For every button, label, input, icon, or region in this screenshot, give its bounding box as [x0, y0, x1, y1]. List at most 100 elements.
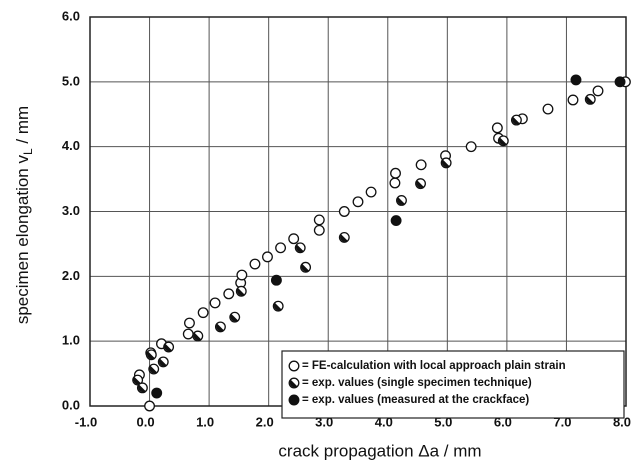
- marker-circle: [184, 317, 195, 329]
- marker-circle: [365, 186, 377, 198]
- y-axis-label-subscript: L: [21, 148, 35, 155]
- x-axis-label: crack propagation Δa / mm: [278, 441, 481, 460]
- marker-half: [416, 180, 424, 188]
- marker-circle: [352, 196, 364, 208]
- marker-open: [542, 103, 554, 115]
- marker-half: [289, 379, 298, 388]
- marker-half: [300, 261, 312, 273]
- marker-circle: [288, 360, 300, 372]
- marker-open: [491, 122, 503, 134]
- marker-half: [498, 137, 507, 146]
- marker-open: [197, 307, 209, 319]
- marker-circle: [390, 215, 402, 227]
- marker-circle: [415, 159, 427, 171]
- y-tick-label: 5.0: [62, 73, 80, 88]
- marker-half: [214, 321, 226, 333]
- marker-open: [465, 141, 477, 153]
- marker-half: [295, 244, 304, 253]
- y-tick-label: 6.0: [62, 8, 80, 23]
- marker-open: [338, 206, 350, 217]
- marker-half: [229, 311, 241, 323]
- marker-filled: [390, 215, 402, 227]
- marker-half: [132, 374, 144, 386]
- y-tick-label: 3.0: [62, 203, 80, 218]
- marker-circle: [614, 76, 626, 88]
- marker-half: [396, 195, 407, 206]
- legend-label: = exp. values (single specimen technique…: [302, 377, 532, 389]
- marker-open: [249, 258, 261, 270]
- marker-half: [497, 135, 509, 147]
- marker-half: [397, 197, 405, 205]
- marker-half: [148, 363, 160, 375]
- marker-circle: [313, 224, 325, 236]
- marker-circle: [465, 141, 477, 153]
- marker-half: [440, 157, 452, 169]
- marker-circle: [570, 74, 582, 86]
- marker-half: [272, 300, 284, 312]
- marker-circle: [542, 103, 554, 115]
- marker-circle: [144, 400, 156, 412]
- y-tick-label: 2.0: [62, 268, 80, 283]
- y-axis-label-text: specimen elongation v: [13, 155, 32, 325]
- marker-circle: [270, 274, 282, 286]
- marker-circle: [567, 94, 579, 106]
- y-tick-label: 1.0: [62, 333, 80, 348]
- y-tick-label: 0.0: [62, 397, 80, 412]
- marker-filled: [151, 387, 163, 399]
- marker-open: [415, 159, 427, 171]
- marker-circle: [197, 307, 209, 319]
- marker-circle: [592, 85, 604, 97]
- marker-half: [441, 159, 450, 168]
- marker-open: [313, 224, 325, 236]
- marker-half: [230, 313, 239, 322]
- marker-open: [288, 360, 300, 372]
- marker-half: [301, 263, 309, 272]
- marker-half: [149, 365, 158, 374]
- marker-open: [352, 196, 364, 208]
- marker-half: [157, 356, 169, 368]
- marker-open: [209, 297, 221, 309]
- marker-half: [216, 323, 224, 332]
- marker-half: [236, 287, 245, 296]
- marker-half: [192, 330, 204, 342]
- marker-half: [158, 358, 167, 367]
- marker-circle: [262, 251, 273, 263]
- marker-filled: [570, 74, 582, 86]
- marker-open: [288, 233, 300, 245]
- marker-half: [415, 178, 426, 190]
- marker-circle: [236, 269, 248, 281]
- marker-half: [136, 382, 148, 394]
- marker-circle: [209, 297, 221, 309]
- marker-filled: [614, 76, 626, 88]
- x-tick-label: 0.0: [137, 414, 155, 429]
- marker-circle: [288, 394, 300, 406]
- marker-half: [145, 349, 157, 361]
- marker-half: [339, 234, 348, 242]
- legend-box: [281, 350, 625, 419]
- marker-circle: [288, 233, 300, 245]
- marker-filled: [270, 274, 282, 286]
- x-tick-label: 1.0: [196, 414, 214, 429]
- marker-half: [512, 116, 520, 125]
- marker-half: [235, 285, 247, 297]
- marker-half: [164, 343, 172, 352]
- x-tick-label: 2.0: [256, 414, 274, 429]
- marker-circle: [182, 328, 194, 340]
- marker-open: [223, 288, 235, 300]
- marker-circle: [223, 288, 235, 300]
- y-axis-label: specimen elongation vL / mm: [13, 106, 35, 324]
- legend-label: = FE-calculation with local approach pla…: [302, 360, 566, 372]
- marker-half: [273, 302, 282, 311]
- x-tick-label: -1.0: [75, 414, 97, 429]
- marker-open: [182, 328, 194, 340]
- y-tick-label: 4.0: [62, 138, 80, 153]
- marker-open: [275, 242, 287, 254]
- marker-circle: [249, 258, 261, 270]
- marker-half: [147, 351, 155, 360]
- marker-open: [262, 251, 273, 263]
- marker-circle: [313, 214, 325, 226]
- marker-half: [288, 377, 300, 389]
- marker-circle: [338, 206, 350, 217]
- marker-half: [294, 242, 306, 254]
